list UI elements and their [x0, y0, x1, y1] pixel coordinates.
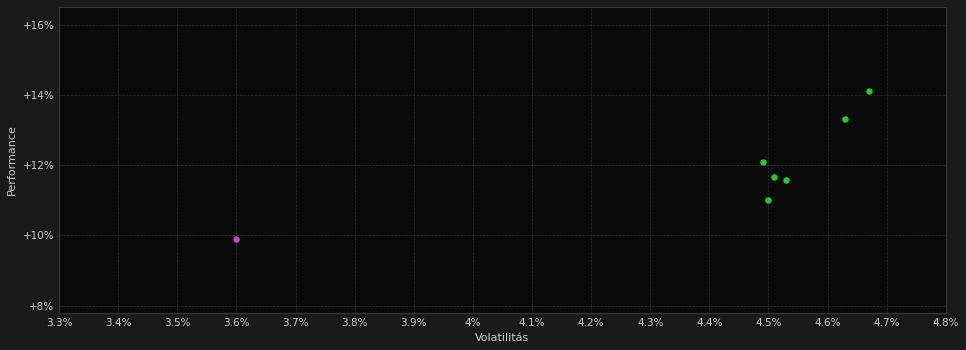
Y-axis label: Performance: Performance: [7, 124, 17, 195]
Point: [761, 197, 777, 203]
Point: [754, 159, 770, 164]
Point: [767, 175, 782, 180]
Point: [838, 117, 853, 122]
Point: [229, 236, 244, 241]
Point: [779, 177, 794, 183]
Point: [862, 89, 877, 94]
X-axis label: Volatilitás: Volatilitás: [475, 333, 529, 343]
